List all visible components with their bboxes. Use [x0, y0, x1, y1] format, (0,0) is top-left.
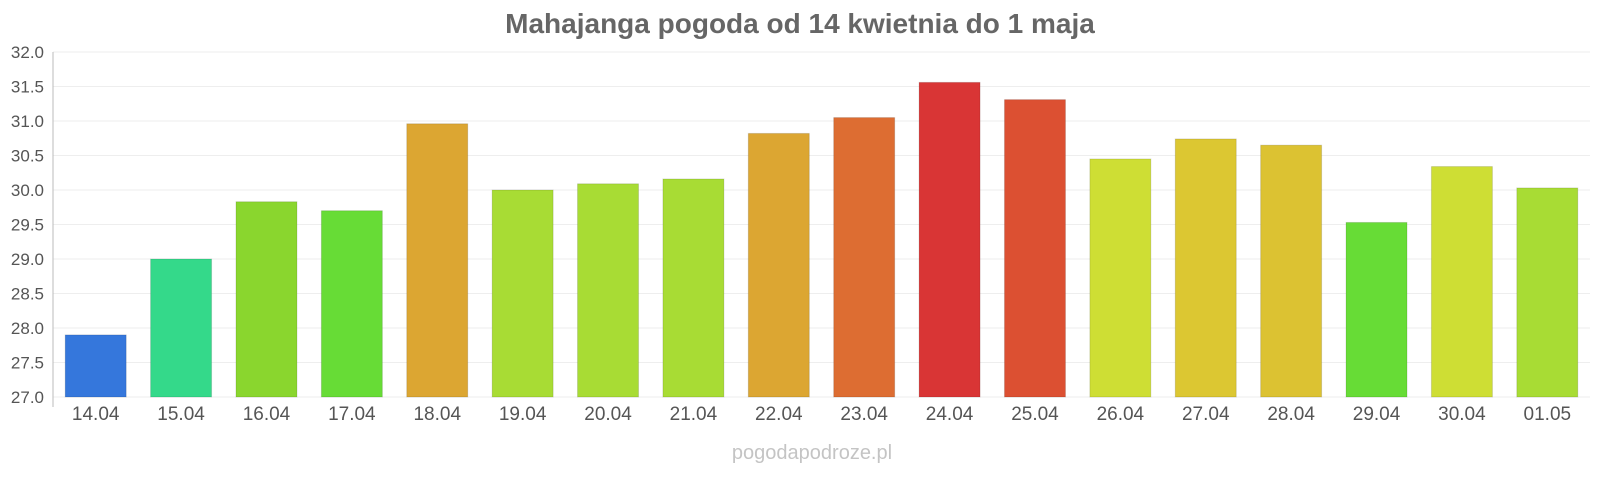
bar-15.04 [150, 258, 213, 398]
x-tick-label: 26.04 [1097, 404, 1145, 425]
bar-01.05 [1516, 187, 1579, 398]
chart-title: Mahajanga pogoda od 14 kwietnia do 1 maj… [505, 8, 1095, 39]
bar-25.04 [1003, 99, 1066, 398]
y-tick-label: 27.0 [11, 388, 44, 407]
x-tick-label: 27.04 [1182, 404, 1230, 425]
bar-22.04 [747, 132, 810, 398]
y-tick-label: 30.0 [11, 181, 44, 200]
x-tick-label: 28.04 [1267, 404, 1315, 425]
bar-30.04 [1430, 166, 1493, 398]
bar-27.04 [1174, 138, 1237, 398]
x-tick-label: 01.05 [1524, 404, 1572, 425]
x-axis-ticks: 14.04 15.04 16.04 17.04 18.04 19.04 20.04 21.04… [72, 404, 1571, 425]
bar-24.04 [918, 81, 981, 398]
y-tick-label: 29.5 [11, 216, 44, 235]
y-tick-label: 31.0 [11, 112, 44, 131]
y-tick-label: 29.0 [11, 250, 44, 269]
bar-26.04 [1089, 158, 1152, 398]
y-tick-label: 30.5 [11, 147, 44, 166]
bar-14.04 [64, 334, 127, 398]
bar-20.04 [577, 183, 640, 398]
grid-lines [53, 51, 1590, 398]
x-tick-label: 22.04 [755, 404, 803, 425]
watermark: pogodapodroze.pl [732, 442, 892, 464]
bar-18.04 [406, 123, 469, 398]
bar-17.04 [320, 210, 383, 398]
x-tick-label: 20.04 [584, 404, 632, 425]
bar-23.04 [833, 117, 896, 398]
y-axis-ticks: 27.0 27.5 28.0 28.5 29.0 29.5 30.0 30.5 31.0 31.5… [11, 43, 44, 407]
x-tick-label: 30.04 [1438, 404, 1486, 425]
x-tick-label: 18.04 [413, 404, 461, 425]
bar-19.04 [491, 189, 554, 398]
y-tick-label: 32.0 [11, 43, 44, 62]
x-tick-label: 14.04 [72, 404, 120, 425]
bar-29.04 [1345, 221, 1408, 398]
y-tick-label: 28.5 [11, 285, 44, 304]
x-tick-label: 17.04 [328, 404, 376, 425]
x-tick-label: 25.04 [1011, 404, 1059, 425]
x-tick-label: 16.04 [243, 404, 291, 425]
y-tick-label: 28.0 [11, 319, 44, 338]
x-tick-label: 29.04 [1353, 404, 1401, 425]
y-tick-label: 27.5 [11, 354, 44, 373]
y-tick-label: 31.5 [11, 78, 44, 97]
x-tick-label: 24.04 [926, 404, 974, 425]
bar-21.04 [662, 178, 725, 398]
x-tick-label: 23.04 [840, 404, 888, 425]
x-tick-label: 19.04 [499, 404, 547, 425]
x-tick-label: 21.04 [670, 404, 718, 425]
bars [64, 81, 1579, 398]
bar-16.04 [235, 201, 298, 398]
x-tick-label: 15.04 [157, 404, 205, 425]
bar-28.04 [1260, 144, 1323, 398]
